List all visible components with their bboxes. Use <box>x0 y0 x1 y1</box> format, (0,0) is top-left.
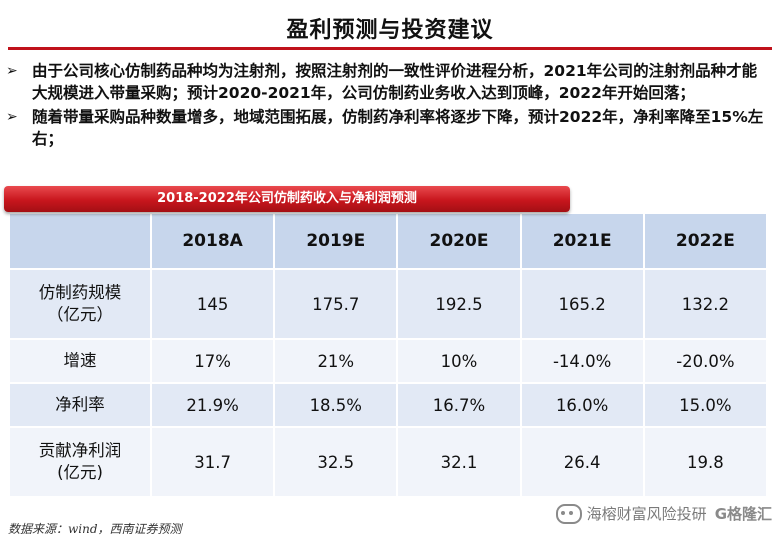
bullet-item: ➢ 随着带量采购品种数量增多，地域范围拓展，仿制药净利率将逐步下降，预计2022… <box>6 106 770 150</box>
table-row: 净利率 21.9% 18.5% 16.7% 16.0% 15.0% <box>8 382 769 428</box>
arrow-bullet-icon: ➢ <box>6 63 18 79</box>
table-row: 增速 17% 21% 10% -14.0% -20.0% <box>8 338 769 384</box>
table-cell: -14.0% <box>519 338 645 384</box>
table-cell: 19.8 <box>642 426 769 498</box>
watermark-text: 海榕财富风险投研 <box>586 505 707 523</box>
table-cell: 175.7 <box>273 268 399 340</box>
table-cell: 145 <box>149 268 276 340</box>
watermark: 海榕财富风险投研 G格隆汇 <box>555 503 772 524</box>
table-cell: 26.4 <box>519 426 645 498</box>
table-cell: 15.0% <box>642 382 769 428</box>
table-cell: 21% <box>273 338 399 384</box>
row-label-unit: （亿元） <box>47 305 113 324</box>
header-cell: 2019E <box>273 212 399 270</box>
header-cell <box>8 212 152 270</box>
table-cell: 132.2 <box>642 268 769 340</box>
table-cell: 31.7 <box>149 426 276 498</box>
header-cell: 2021E <box>519 212 645 270</box>
table-cell: 10% <box>396 338 522 384</box>
bullet-list: ➢ 由于公司核心仿制药品种均为注射剂，按照注射剂的一致性评价进程分析，2021年… <box>6 60 770 152</box>
row-label: 净利率 <box>8 382 152 428</box>
row-label: 仿制药规模 （亿元） <box>8 268 152 340</box>
bullet-item: ➢ 由于公司核心仿制药品种均为注射剂，按照注射剂的一致性评价进程分析，2021年… <box>6 60 770 104</box>
watermark-badge: G格隆汇 <box>714 505 772 523</box>
row-label-unit: (亿元) <box>57 463 103 482</box>
page-title: 盈利预测与投资建议 <box>286 18 494 43</box>
header-cell: 2020E <box>396 212 522 270</box>
data-source-note: 数据来源：wind，西南证券预测 <box>8 522 182 536</box>
table-row: 贡献净利润 (亿元) 31.7 32.5 32.1 26.4 19.8 <box>8 426 769 498</box>
table-cell: 21.9% <box>149 382 276 428</box>
header-cell: 2018A <box>149 212 276 270</box>
table-row: 仿制药规模 （亿元） 145 175.7 192.5 165.2 132.2 <box>8 268 769 340</box>
table-cell: -20.0% <box>642 338 769 384</box>
forecast-table: 2018A 2019E 2020E 2021E 2022E 仿制药规模 （亿元）… <box>8 212 769 498</box>
table-cell: 192.5 <box>396 268 522 340</box>
bullet-text: 随着带量采购品种数量增多，地域范围拓展，仿制药净利率将逐步下降，预计2022年，… <box>32 108 764 148</box>
table-cell: 32.1 <box>396 426 522 498</box>
table-caption-banner: 2018-2022年公司仿制药收入与净利润预测 <box>4 186 570 216</box>
table-cell: 16.0% <box>519 382 645 428</box>
table-cell: 17% <box>149 338 276 384</box>
table-cell: 18.5% <box>273 382 399 428</box>
row-label-line: 仿制药规模 <box>38 283 122 302</box>
arrow-bullet-icon: ➢ <box>6 109 18 125</box>
row-label: 贡献净利润 (亿元) <box>8 426 152 498</box>
bullet-text: 由于公司核心仿制药品种均为注射剂，按照注射剂的一致性评价进程分析，2021年公司… <box>32 62 758 102</box>
table-cell: 165.2 <box>519 268 645 340</box>
row-label: 增速 <box>8 338 152 384</box>
table-caption: 2018-2022年公司仿制药收入与净利润预测 <box>4 186 570 212</box>
row-label-line: 贡献净利润 <box>38 441 122 460</box>
header-cell: 2022E <box>642 212 769 270</box>
table-cell: 16.7% <box>396 382 522 428</box>
title-divider <box>8 47 772 50</box>
table-header-row: 2018A 2019E 2020E 2021E 2022E <box>8 212 769 270</box>
table-cell: 32.5 <box>273 426 399 498</box>
wechat-icon <box>555 503 582 524</box>
